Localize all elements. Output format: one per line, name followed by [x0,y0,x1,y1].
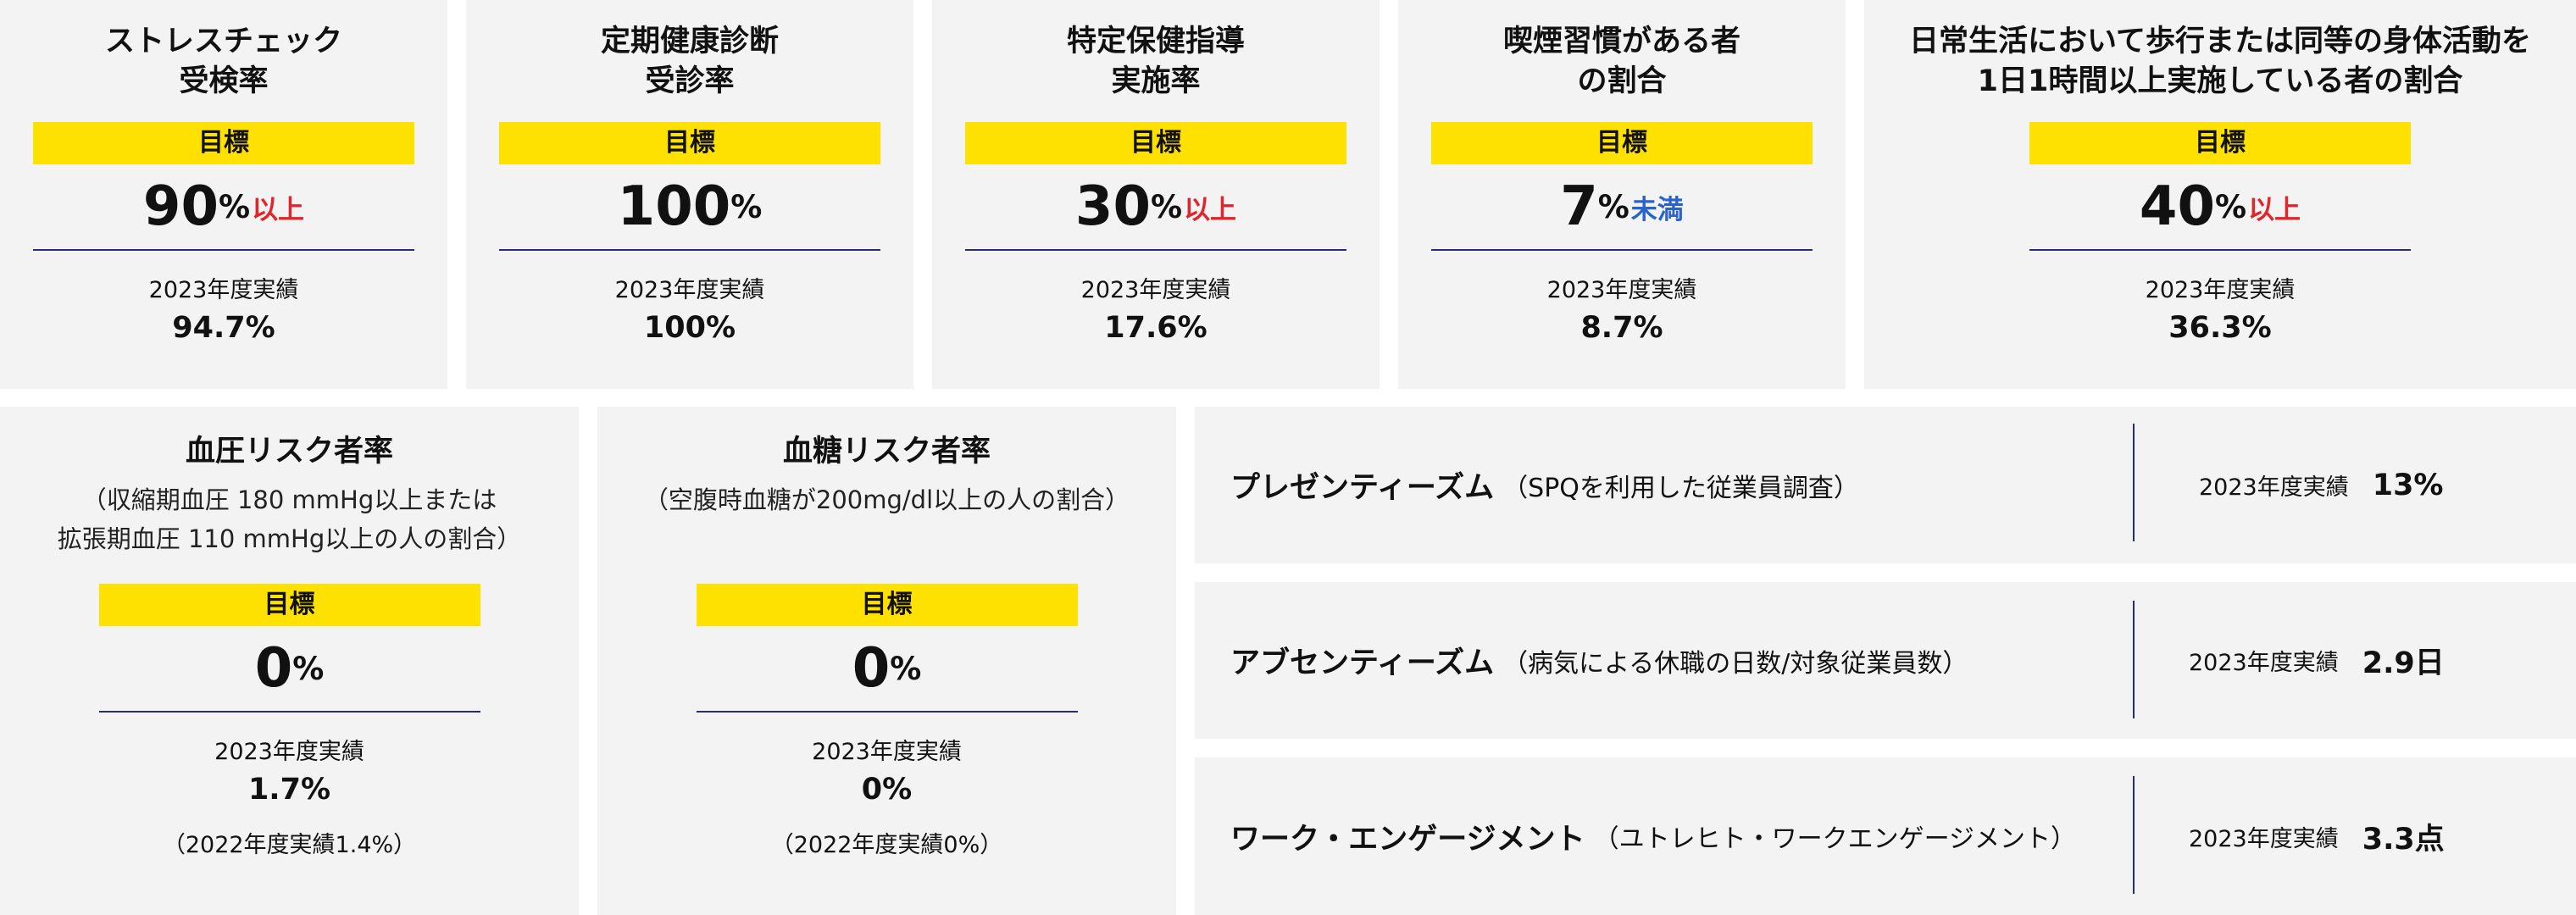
actual-label: 2023年度実績 [214,739,364,765]
actual-value: 94.7% [172,311,275,345]
card-subtitle: （収縮期血圧 180 mmHg以上または 拡張期血圧 110 mmHg以上の人の… [57,485,522,553]
metric-card-blood-sugar: 血糖リスク者率 （空腹時血糖が200mg/dl以上の人の割合） 目標 0% 20… [597,407,1176,915]
percent-sign: % [730,188,763,225]
actual-label: 2023年度実績 [148,277,299,303]
row-label: プレゼンティーズム （SPQを利用した従業員調査） [1230,407,1859,563]
actual-label: 2023年度実績 [2189,650,2339,676]
metric-card-physical-activity: 日常生活において歩行または同等の身体活動を 1日1時間以上実施している者の割合 … [1864,0,2576,389]
actual-value: 2.9日 [2362,646,2445,680]
divider [2133,601,2135,718]
previous-year-note: （2022年度実績0%） [770,832,1003,858]
target-value: 0% [852,626,922,711]
row-name: プレゼンティーズム [1230,471,1495,505]
card-title: 喫煙習慣がある者 の割合 [1502,25,1740,98]
row-label: アブセンティーズム （病気による休職の日数/対象従業員数） [1230,582,1968,739]
row-name: アブセンティーズム [1230,646,1495,680]
divider [696,711,1078,713]
actual-label: 2023年度実績 [614,277,765,303]
percent-sign: % [292,650,325,687]
actual-value: 0% [861,773,913,807]
actual-value: 13% [2372,468,2444,502]
row-note: （病気による休職の日数/対象従業員数） [1502,648,1968,679]
actual-value: 1.7% [247,773,331,807]
goal-badge: 目標 [965,122,1346,164]
actual-value: 36.3% [2168,311,2272,345]
target-qualifier: 以上 [1184,194,1237,225]
metric-row-work-engagement: ワーク・エンゲージメント （ユトレヒト・ワークエンゲージメント） 2023年度実績… [1195,757,2576,915]
metric-card-blood-pressure: 血圧リスク者率 （収縮期血圧 180 mmHg以上または 拡張期血圧 110 m… [0,407,579,915]
metric-row-presenteeism: プレゼンティーズム （SPQを利用した従業員調査） 2023年度実績 13% [1195,407,2576,563]
metric-card-smoking: 喫煙習慣がある者 の割合 目標 7% 未満 2023年度実績 8.7% [1398,0,1846,389]
target-qualifier: 以上 [2248,194,2301,225]
goal-badge: 目標 [499,122,880,164]
card-subtitle: （空腹時血糖が200mg/dl以上の人の割合） [643,485,1130,514]
divider [1431,249,1813,251]
divider [965,249,1346,251]
row-note: （SPQを利用した従業員調査） [1502,473,1859,503]
card-title: 血糖リスク者率 [782,435,991,469]
actual-value: 17.6% [1104,311,1208,345]
card-title: 特定保健指導 実施率 [1066,25,1245,98]
row-name: ワーク・エンゲージメント [1230,822,1585,857]
row-actual: 2023年度実績 13% [2199,407,2444,563]
goal-badge: 目標 [1431,122,1813,164]
card-title: 血圧リスク者率 [185,435,393,469]
divider [2029,249,2411,251]
divider [499,249,880,251]
divider [98,711,480,713]
row-label: ワーク・エンゲージメント （ユトレヒト・ワークエンゲージメント） [1230,757,2076,915]
row-actual: 2023年度実績 2.9日 [2189,582,2445,739]
target-value: 40% 以上 [2140,164,2301,249]
actual-label: 2023年度実績 [2145,277,2296,303]
goal-badge: 目標 [33,122,414,164]
card-title: 定期健康診断 受診率 [600,25,779,98]
metric-card-stress-check: ストレスチェック 受検率 目標 90% 以上 2023年度実績 94.7% [0,0,447,389]
actual-value: 100% [643,311,736,345]
actual-label: 2023年度実績 [2199,474,2349,501]
target-number: 40 [2139,175,2215,238]
target-number: 30 [1074,175,1151,238]
goal-badge: 目標 [98,584,480,626]
percent-sign: % [890,650,922,687]
target-qualifier: 以上 [252,194,305,225]
actual-label: 2023年度実績 [2189,825,2339,852]
percent-sign: % [1597,188,1629,225]
target-number: 0 [254,637,293,700]
target-qualifier: 未満 [1630,194,1684,225]
percent-sign: % [2214,188,2247,225]
target-value: 30% 以上 [1075,164,1236,249]
divider [33,249,414,251]
goal-badge: 目標 [2029,122,2411,164]
card-title: ストレスチェック 受検率 [104,25,342,98]
metric-card-health-checkup: 定期健康診断 受診率 目標 100% 2023年度実績 100% [466,0,913,389]
actual-label: 2023年度実績 [1546,277,1697,303]
percent-sign: % [1150,188,1183,225]
actual-label: 2023年度実績 [812,739,962,765]
target-number: 0 [852,637,891,700]
actual-label: 2023年度実績 [1080,277,1231,303]
card-title: 日常生活において歩行または同等の身体活動を 1日1時間以上実施している者の割合 [1909,25,2531,98]
target-number: 100 [617,175,731,238]
metric-card-health-guidance: 特定保健指導 実施率 目標 30% 以上 2023年度実績 17.6% [932,0,1380,389]
row-note: （ユトレヒト・ワークエンゲージメント） [1593,824,2077,854]
metric-row-absenteeism: アブセンティーズム （病気による休職の日数/対象従業員数） 2023年度実績 2.9… [1195,582,2576,739]
previous-year-note: （2022年度実績1.4%） [162,832,417,858]
target-value: 90% 以上 [143,164,304,249]
percent-sign: % [218,188,251,225]
target-value: 7% 未満 [1560,164,1684,249]
target-value: 100% [618,164,763,249]
actual-value: 3.3点 [2362,822,2445,857]
row-actual: 2023年度実績 3.3点 [2189,757,2445,915]
target-value: 0% [255,626,325,711]
goal-badge: 目標 [696,584,1078,626]
target-number: 90 [142,175,219,238]
divider [2133,776,2135,894]
divider [2133,424,2135,541]
actual-value: 8.7% [1580,311,1663,345]
target-number: 7 [1560,175,1598,238]
